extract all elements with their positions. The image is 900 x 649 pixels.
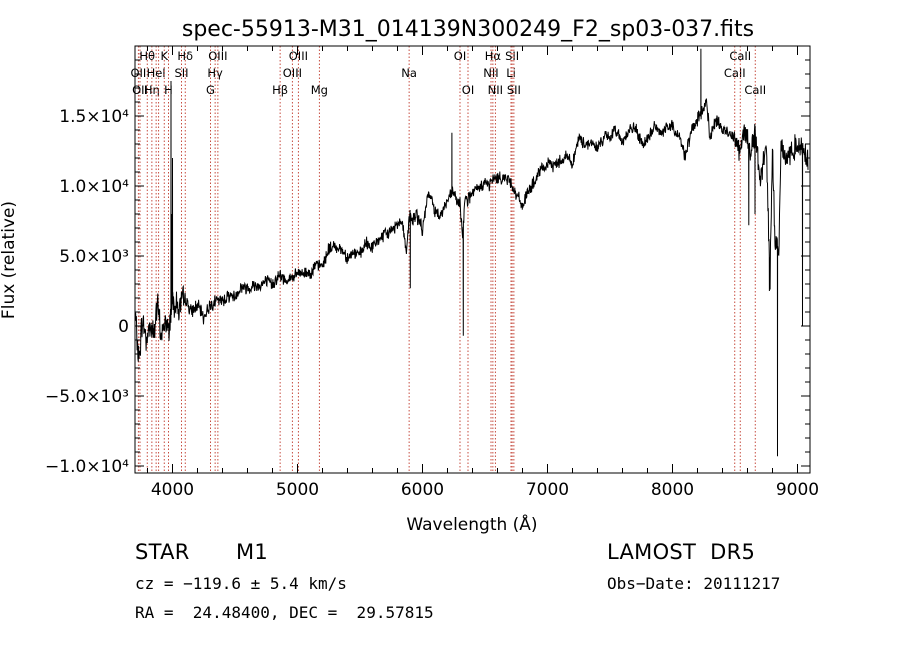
object-class: STAR [135,540,190,564]
x-tick-label: 8000 [651,480,694,500]
observation-date: Obs−Date: 20111217 [607,574,781,593]
x-tick-label: 6000 [401,480,444,500]
line-marker-label: Hβ [272,83,288,97]
y-axis-label: Flux (relative) [0,201,19,319]
y-tick-label: −1.0×10⁴ [45,457,129,477]
plot-frame [134,45,811,474]
x-tick-label: 5000 [276,480,319,500]
chart-title: spec-55913-M31_014139N300249_F2_sp03-037… [182,17,754,42]
line-marker-label: OIII [289,49,308,63]
line-marker-label: CaII [729,49,751,63]
line-marker-label: HeI [147,66,166,80]
y-tick-label: −5.0×10³ [45,387,129,407]
line-marker-label: SII [507,83,521,97]
x-tick-label: 4000 [151,480,194,500]
x-tick-label: 7000 [526,480,569,500]
y-tick-label: 0 [118,317,129,337]
y-axis: −1.0×10⁴ −5.0×10³ 0 5.0×10³ 1.0×10⁴ 1.5×10⁴ [45,45,810,477]
line-marker-label: SII [505,49,519,63]
x-tick-label: 9000 [776,480,819,500]
line-marker-label: OIII [208,49,227,63]
line-marker-label: NII [483,66,498,80]
line-marker-label: G [206,83,215,97]
x-axis-label: Wavelength (Å) [406,513,537,535]
line-markers: Hθ Hη HeI K H OII OII Hδ SII G Hγ OIII Hβ OIII OIII Mg N… [130,46,766,473]
line-marker-label: Hη [144,83,160,97]
line-marker-label: Hδ [177,49,193,63]
x-axis: 4000 5000 6000 7000 8000 9000 [147,46,819,500]
coordinates: RA = 24.48400, DEC = 29.57815 [135,603,434,622]
line-marker-label: K [160,49,168,63]
line-marker-label: Na [401,66,417,80]
line-marker-label: OIII [283,66,302,80]
redshift-cz: cz = −119.6 ± 5.4 km/s [135,574,347,593]
line-marker-label: Hγ [207,66,223,80]
object-subclass: M1 [236,540,269,564]
line-marker-label: OII [132,83,148,97]
y-tick-label: 5.0×10³ [59,247,129,267]
line-marker-label: OII [130,66,146,80]
line-marker-label: SII [174,66,188,80]
y-tick-label: 1.0×10⁴ [59,177,129,197]
line-marker-label: Hθ [139,49,155,63]
line-marker-label: Mg [311,83,328,97]
line-marker-label: CaII [724,66,746,80]
spectrum-series [134,48,809,457]
line-marker-label: NII [488,83,503,97]
y-tick-label: 1.5×10⁴ [59,107,129,127]
line-marker-label: OI [462,83,474,97]
survey-name: LAMOST DR5 [607,540,756,564]
spectrum-line [134,48,809,457]
line-marker-label: H [164,83,173,97]
line-marker-label: OI [454,49,466,63]
line-marker-label: Li [506,66,516,80]
line-marker-label: Hα [485,49,502,63]
line-marker-label: CaII [744,83,766,97]
